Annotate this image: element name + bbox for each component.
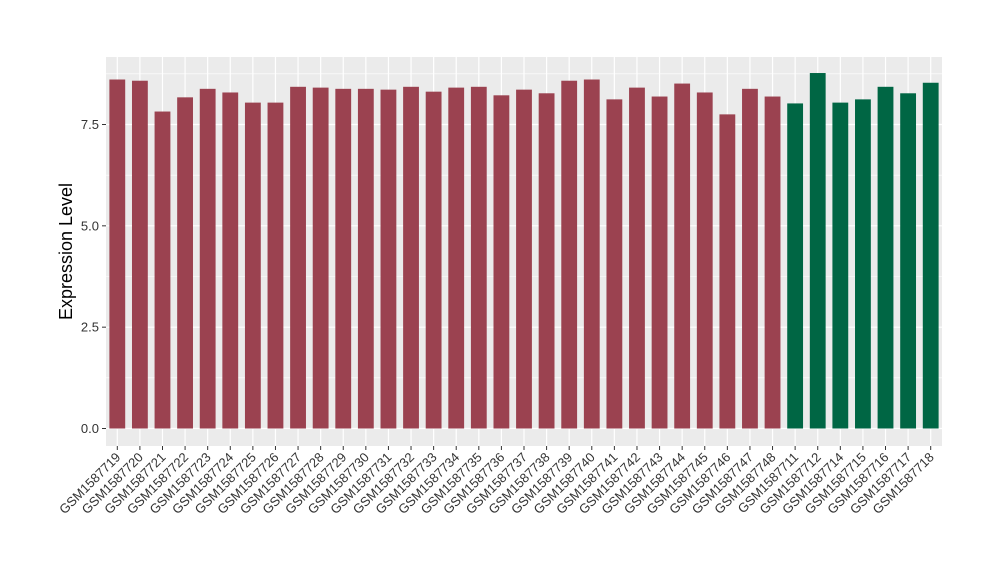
bar-GSM1587715 (855, 99, 871, 429)
bar-GSM1587723 (199, 88, 216, 429)
y-tick-label: 7.5 (81, 117, 99, 132)
bar-GSM1587720 (131, 80, 148, 429)
bars (109, 73, 939, 429)
bar-GSM1587744 (674, 83, 691, 429)
bar-GSM1587731 (380, 89, 397, 429)
bar-GSM1587734 (448, 87, 465, 429)
bar-GSM1587721 (154, 111, 171, 429)
bar-GSM1587724 (222, 92, 239, 429)
bar-GSM1587728 (312, 87, 329, 429)
bar-GSM1587711 (787, 103, 804, 429)
bar-GSM1587726 (267, 102, 284, 429)
y-axis-title: Expression Level (56, 183, 76, 320)
bar-GSM1587718 (922, 82, 939, 429)
bar-GSM1587743 (651, 96, 668, 429)
bar-GSM1587725 (244, 102, 261, 429)
bar-GSM1587722 (177, 97, 193, 429)
bar-GSM1587714 (832, 102, 849, 429)
bar-GSM1587737 (516, 89, 532, 429)
bar-GSM1587719 (109, 79, 126, 429)
bar-GSM1587745 (696, 92, 713, 429)
bar-GSM1587740 (583, 79, 600, 429)
bar-GSM1587736 (493, 95, 510, 429)
y-axis: 0.0 2.5 5.0 7.5 (81, 117, 106, 436)
y-tick-label: 0.0 (81, 421, 99, 436)
bar-GSM1587732 (403, 86, 419, 429)
bar-GSM1587747 (742, 88, 758, 429)
bar-GSM1587733 (425, 91, 442, 429)
x-axis: GSM1587719GSM1587720GSM1587721GSM1587722… (56, 446, 937, 517)
bar-GSM1587727 (290, 86, 306, 429)
bar-GSM1587730 (357, 88, 374, 429)
bar-GSM1587738 (538, 93, 555, 429)
bar-GSM1587712 (809, 73, 826, 429)
bar-GSM1587729 (335, 88, 352, 429)
bar-GSM1587716 (877, 86, 894, 429)
bar-GSM1587739 (561, 80, 578, 429)
bar-GSM1587748 (764, 96, 781, 429)
bar-GSM1587735 (470, 86, 487, 429)
bar-GSM1587717 (900, 93, 917, 429)
bar-GSM1587742 (629, 87, 645, 429)
y-tick-label: 2.5 (81, 320, 99, 335)
bar-GSM1587741 (606, 99, 623, 429)
bar-GSM1587746 (719, 114, 736, 429)
y-tick-label: 5.0 (81, 218, 99, 233)
